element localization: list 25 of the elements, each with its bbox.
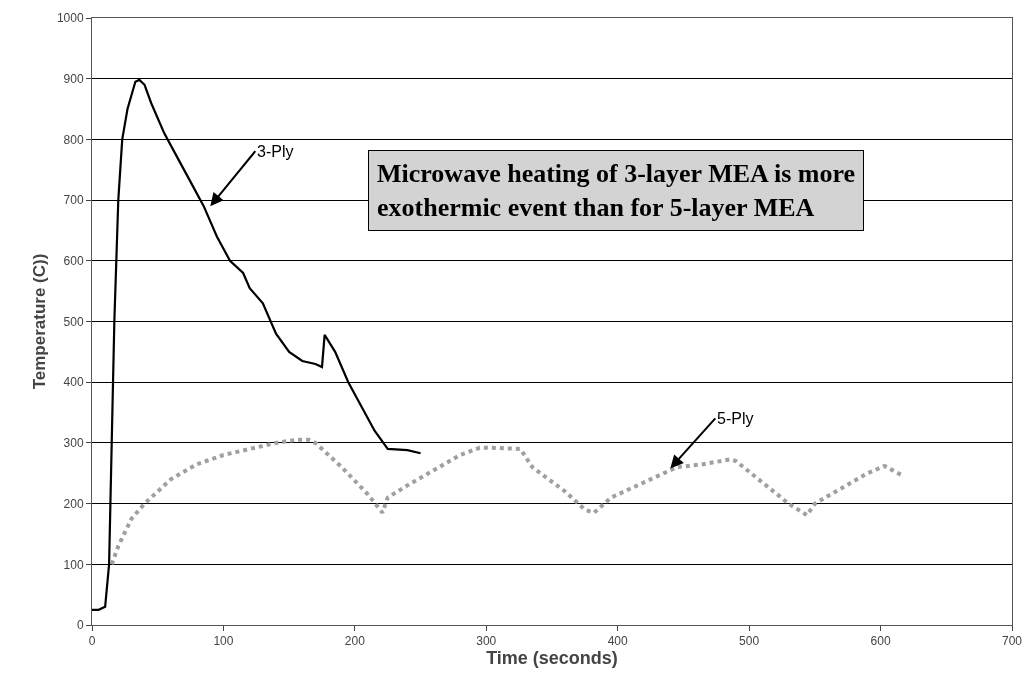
x-axis-title: Time (seconds) xyxy=(486,648,618,669)
y-tick-label: 200 xyxy=(63,496,84,511)
y-tick-label: 500 xyxy=(63,314,84,329)
x-tick-label: 200 xyxy=(344,634,366,649)
y-tick-label: 600 xyxy=(63,254,84,268)
x-tick-label: 300 xyxy=(476,634,497,649)
x-tick-label: 100 xyxy=(213,634,234,649)
line-series xyxy=(109,437,904,567)
y-axis-title: Temperature (C)) xyxy=(30,253,50,390)
annotation: 5-Ply xyxy=(717,410,754,427)
x-tick-label: 400 xyxy=(607,634,629,649)
y-tick-label: 300 xyxy=(63,436,84,451)
annotation: Microwave heating of 3-layer MEA is more exothermic event than for 5-layer MEA xyxy=(377,159,856,222)
x-tick-label: 700 xyxy=(1001,634,1023,649)
y-tick-label: 800 xyxy=(63,132,84,147)
y-tick-label: 100 xyxy=(63,557,84,572)
x-tick-label: 0 xyxy=(88,634,96,649)
y-tick-label: 0 xyxy=(76,618,84,633)
annotation: 3-Ply xyxy=(257,143,294,160)
x-tick-label: 500 xyxy=(739,634,760,649)
y-tick-label: 1000 xyxy=(56,11,84,26)
y-tick-label: 400 xyxy=(63,375,84,390)
x-tick-label: 600 xyxy=(870,634,891,649)
y-tick-label: 700 xyxy=(63,193,84,208)
y-tick-label: 900 xyxy=(63,71,84,86)
